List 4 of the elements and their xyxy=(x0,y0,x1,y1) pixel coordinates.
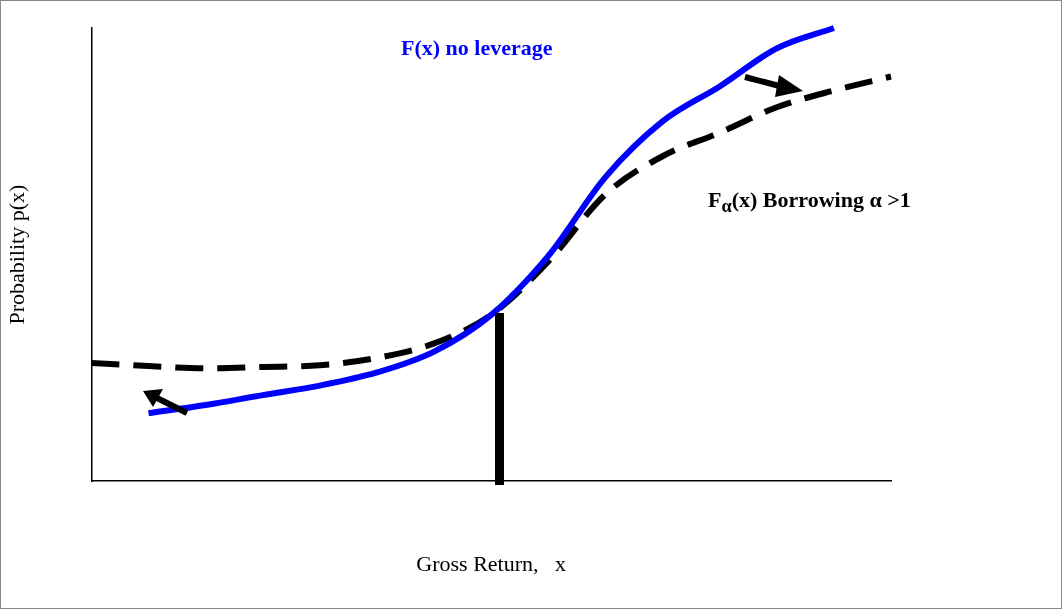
annotation: F(x) no leverage xyxy=(401,35,553,61)
x-axis-title: Gross Return, x xyxy=(416,550,567,576)
y-axis-title: Probability p(x) xyxy=(3,184,29,325)
annotation: F$_{α}$(x) Borrowing α >1 xyxy=(708,187,911,218)
